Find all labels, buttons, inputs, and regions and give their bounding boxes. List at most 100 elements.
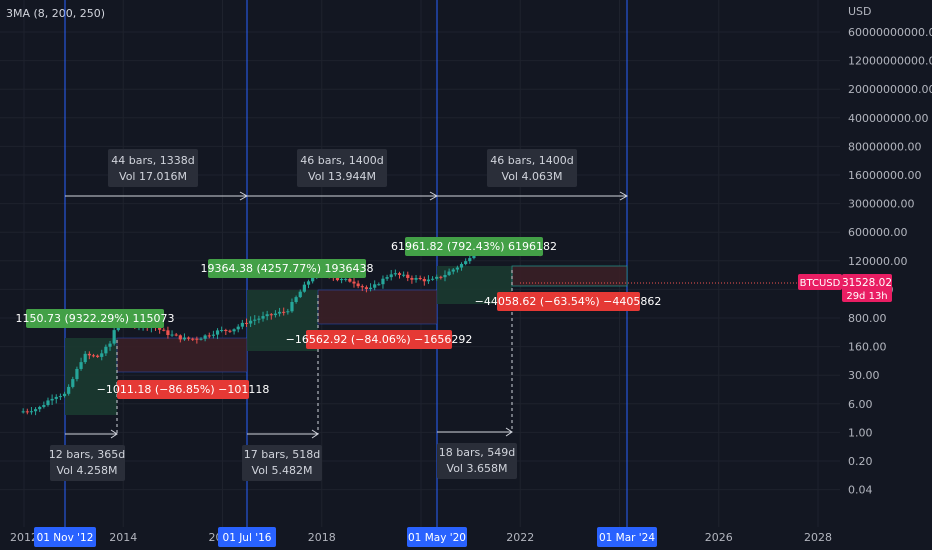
candle-body <box>430 278 435 280</box>
y-tick-label: 12000000000.00 <box>848 55 932 68</box>
candle-body <box>211 334 216 336</box>
y-tick-label: 400000000.00 <box>848 112 928 125</box>
candle-body <box>50 398 54 401</box>
candle-body <box>381 278 385 285</box>
candle-body <box>182 337 187 340</box>
candle-body <box>344 278 348 280</box>
x-tick-label: 2022 <box>506 531 534 544</box>
candle-body <box>203 335 207 339</box>
candle-body <box>451 269 455 272</box>
candle-body <box>42 405 46 407</box>
svg-text:Vol 17.016M: Vol 17.016M <box>119 170 187 183</box>
y-tick-label: 6.00 <box>848 398 873 411</box>
candle-body <box>178 335 182 340</box>
candle-body <box>162 329 166 331</box>
candle-body <box>435 276 439 279</box>
candle-body <box>385 277 389 279</box>
candle-body <box>364 287 369 289</box>
candle-body <box>298 291 302 298</box>
candle-body <box>356 283 360 287</box>
last-price: 31528.02 <box>842 277 892 289</box>
candle-body <box>166 330 170 336</box>
candle-body <box>414 278 418 280</box>
x-tick-label: 2014 <box>109 531 137 544</box>
candle-body <box>464 261 468 265</box>
candle-body <box>443 274 447 278</box>
date-marker-4: 01 Mar '24 <box>597 527 657 547</box>
x-tick-label: 2028 <box>804 531 832 544</box>
candle-body <box>199 338 203 340</box>
loss-label-1: −1011.18 (−86.85%) −101118 <box>97 380 270 399</box>
svg-text:46 bars, 1400d: 46 bars, 1400d <box>300 154 383 167</box>
svg-text:01 Nov '12: 01 Nov '12 <box>37 532 94 544</box>
date-marker-1: 01 Nov '12 <box>34 527 96 547</box>
candle-body <box>174 334 178 336</box>
y-tick-label: 0.04 <box>848 484 873 497</box>
svg-text:18 bars, 549d: 18 bars, 549d <box>439 446 515 459</box>
gain-label-3: 61961.82 (792.43%) 6196182 <box>391 237 557 256</box>
range-label-2: 46 bars, 1400d Vol 13.944M <box>297 149 387 187</box>
candle-body <box>277 311 282 314</box>
candle-body <box>455 267 459 270</box>
candle-body <box>439 276 443 278</box>
candle-body <box>459 264 464 268</box>
candle-body <box>100 353 104 357</box>
svg-text:46 bars, 1400d: 46 bars, 1400d <box>490 154 573 167</box>
candle-body <box>58 396 62 398</box>
candle-body <box>21 411 25 413</box>
svg-text:01 May '20: 01 May '20 <box>408 532 466 544</box>
gain-label-2: 19364.38 (4257.77%) 1936438 <box>201 259 374 278</box>
y-tick-label: 120000.00 <box>848 255 908 268</box>
candle-body <box>335 278 340 281</box>
range-label-3: 46 bars, 1400d Vol 4.063M <box>487 149 577 187</box>
svg-text:01 Mar '24: 01 Mar '24 <box>599 532 655 544</box>
box-red-1 <box>117 338 247 372</box>
ticker-badge[interactable]: BTCUSD 31528.02 29d 13h <box>798 274 892 302</box>
y-tick-label: 0.20 <box>848 455 873 468</box>
candle-body <box>38 406 42 410</box>
svg-text:−16562.92 (−84.06%) −1656292: −16562.92 (−84.06%) −1656292 <box>286 333 473 346</box>
svg-text:61961.82 (792.43%) 6196182: 61961.82 (792.43%) 6196182 <box>391 240 557 253</box>
candle-body <box>368 287 373 289</box>
x-tick-label: 2012 <box>10 531 38 544</box>
date-marker-2: 01 Jul '16 <box>218 527 276 547</box>
candle-body <box>79 362 83 369</box>
bar-countdown: 29d 13h <box>846 291 887 302</box>
candle-body <box>311 276 315 282</box>
candle-body <box>186 337 191 339</box>
candle-body <box>158 327 162 330</box>
candle-body <box>33 409 38 412</box>
y-tick-label: 800.00 <box>848 312 887 325</box>
candle-body <box>294 297 298 303</box>
candle-body <box>195 338 199 340</box>
candle-body <box>25 411 29 413</box>
peak-arrows <box>65 427 513 439</box>
candle-body <box>108 343 112 347</box>
candle-body <box>265 314 269 317</box>
time-axis[interactable]: 201220142016201820202022202420262028 <box>10 531 832 544</box>
candle-body <box>402 274 406 276</box>
svg-text:−1011.18 (−86.85%) −101118: −1011.18 (−86.85%) −101118 <box>97 383 270 396</box>
svg-text:Vol 4.258M: Vol 4.258M <box>57 464 118 477</box>
candle-body <box>397 273 402 275</box>
x-tick-label: 2018 <box>308 531 336 544</box>
candle-body <box>352 281 356 284</box>
svg-text:44 bars, 1338d: 44 bars, 1338d <box>111 154 194 167</box>
candle-body <box>273 313 278 316</box>
currency-label: USD <box>848 5 872 18</box>
y-tick-label: 600000.00 <box>848 226 908 239</box>
candle-body <box>340 279 344 281</box>
candle-body <box>348 278 352 282</box>
candle-body <box>360 286 364 288</box>
candle-body <box>71 379 75 387</box>
candle-body <box>91 355 96 357</box>
candle-body <box>96 355 100 357</box>
gain-label-1: 1150.73 (9322.29%) 115073 <box>16 309 175 328</box>
svg-text:−44058.62 (−63.54%) −4405862: −44058.62 (−63.54%) −4405862 <box>475 295 662 308</box>
y-tick-label: 2000000000.00 <box>848 83 932 96</box>
candle-body <box>406 274 410 278</box>
candle-body <box>215 330 220 335</box>
svg-text:Vol 5.482M: Vol 5.482M <box>252 464 313 477</box>
y-tick-label: 160.00 <box>848 341 887 354</box>
